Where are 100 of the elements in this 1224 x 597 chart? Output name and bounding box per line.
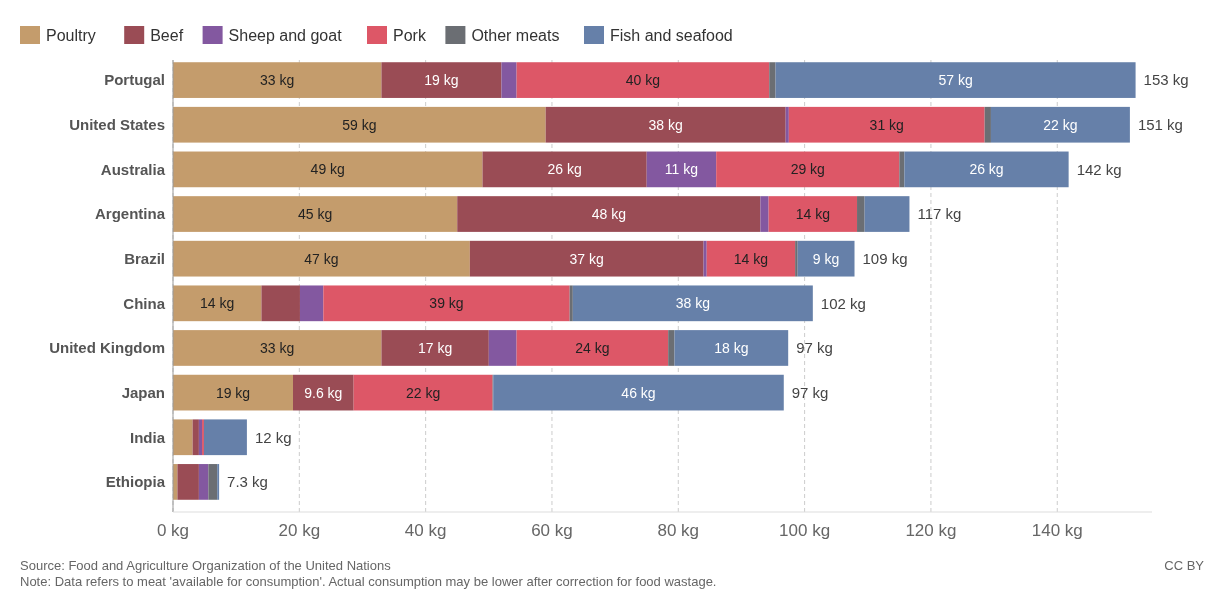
x-tick-label: 0 kg (156, 521, 190, 540)
bar (323, 285, 570, 322)
bar (469, 240, 704, 277)
bar (381, 330, 489, 366)
bar (261, 285, 300, 322)
bar (572, 285, 813, 322)
source-note: Source: Food and Agriculture Organization of the United Nations (20, 558, 392, 573)
data-label: 9 kg (812, 250, 840, 267)
data-label: 29 kg (790, 161, 825, 178)
bar (482, 151, 647, 188)
y-tick-label: Australia (100, 160, 166, 178)
bar (857, 196, 865, 232)
bar (545, 106, 786, 143)
bar (516, 62, 770, 98)
y-tick-label: Argentina (94, 205, 166, 223)
bar (203, 419, 247, 456)
total-label: 97 kg (796, 339, 833, 357)
data-label: 57 kg (938, 71, 973, 88)
bar (899, 151, 905, 188)
data-label: 24 kg (575, 339, 610, 356)
x-tick-label: 20 kg (278, 521, 321, 540)
bar (716, 151, 900, 188)
x-tick-label: 140 kg (1031, 521, 1083, 540)
bar (703, 240, 707, 277)
text: Note: Data refers to meat 'available for consumption'. Actual consumption may be lower after correction for food wastage. (20, 574, 717, 589)
data-label: 45 kg (297, 205, 333, 222)
total-label: 117 kg (917, 205, 962, 223)
x-tick-label: 120 kg (905, 521, 957, 540)
bar (173, 62, 382, 98)
bar (904, 151, 1069, 188)
bar (173, 196, 458, 232)
bar (668, 330, 675, 366)
bar (488, 330, 517, 366)
bar (706, 240, 796, 277)
bar (760, 196, 769, 232)
total-label: 153 kg (1143, 71, 1189, 89)
bar (501, 62, 517, 98)
y-tick-label: India (129, 428, 166, 446)
bar (493, 374, 784, 411)
data-label: 9.6 kg (304, 384, 343, 401)
data-label: 18 kg (714, 339, 749, 356)
legend-label: Fish and seafood (610, 26, 733, 44)
y-tick-label: Japan (121, 383, 165, 401)
legend-label: Poultry (46, 26, 96, 44)
y-tick-label: China (123, 294, 166, 312)
bar (208, 464, 218, 500)
data-label: 47 kg (304, 250, 339, 267)
data-label: 39 kg (429, 295, 464, 312)
y-tick-label: United Kingdom (49, 339, 165, 357)
bar (177, 464, 199, 500)
total-label: 109 kg (862, 249, 908, 267)
data-label: 19 kg (215, 384, 251, 401)
x-tick-label: 40 kg (404, 521, 447, 540)
bar (173, 151, 483, 188)
bar (797, 240, 855, 277)
data-label: 46 kg (621, 384, 656, 401)
bar (990, 106, 1130, 143)
bar (299, 285, 324, 322)
legend-label: Pork (393, 26, 427, 44)
y-tick-label: Portugal (104, 71, 165, 89)
data-label: 33 kg (260, 339, 295, 356)
data-label: 14 kg (200, 295, 235, 312)
bar (173, 106, 546, 143)
x-tick-label: 80 kg (657, 521, 700, 540)
data-label: 19 kg (424, 71, 459, 88)
data-label: 17 kg (417, 339, 453, 356)
data-label: 38 kg (675, 295, 710, 312)
legend-label: Other meats (471, 26, 560, 44)
data-label: 22 kg (1043, 116, 1078, 133)
bar (353, 374, 493, 411)
bar (173, 240, 470, 277)
total-label: 97 kg (791, 383, 829, 401)
data-label: 49 kg (310, 161, 345, 178)
bar (198, 464, 209, 500)
data-label: 14 kg (733, 250, 769, 267)
bar (381, 62, 502, 98)
total-label: 142 kg (1076, 160, 1122, 178)
data-label: 38 kg (648, 116, 683, 133)
bar (173, 374, 294, 411)
bar (173, 419, 193, 456)
bar (864, 196, 910, 232)
bar (569, 285, 573, 322)
legend-label: Sheep and goat (228, 26, 343, 44)
bar (173, 330, 382, 366)
bar (769, 62, 776, 98)
data-label: 31 kg (869, 116, 904, 133)
data-label: 37 kg (569, 250, 604, 267)
text: CC BY (1164, 558, 1205, 573)
bar (795, 240, 798, 277)
total-label: 102 kg (820, 294, 866, 312)
bar (457, 196, 761, 232)
total-label: 12 kg (254, 428, 292, 446)
data-label: 26 kg (547, 161, 582, 178)
total-label: 7.3 kg (227, 473, 268, 491)
bar (775, 62, 1136, 98)
data-label: 40 kg (625, 71, 661, 88)
y-tick-label: Brazil (124, 249, 165, 267)
x-tick-label: 60 kg (531, 521, 573, 540)
bar (768, 196, 858, 232)
bar (198, 419, 203, 456)
